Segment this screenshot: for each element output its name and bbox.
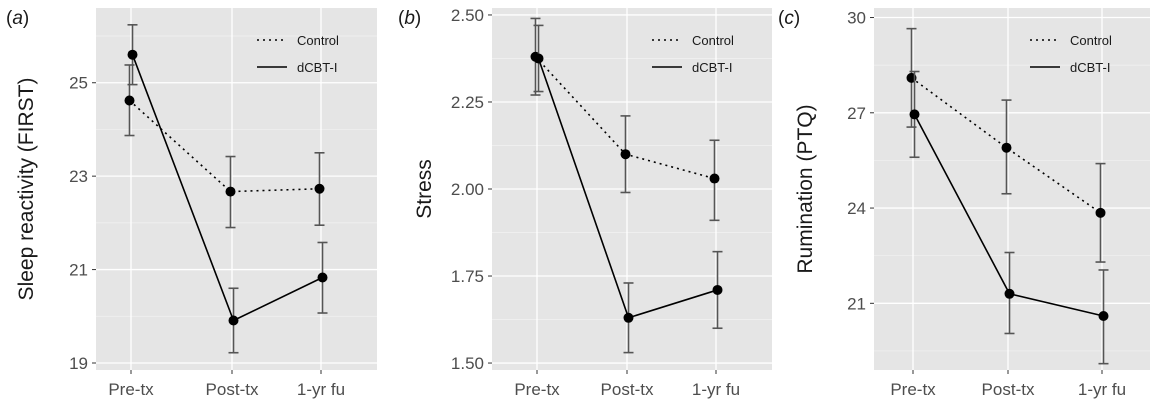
y-tick-label: 2.00 <box>451 180 484 199</box>
data-point-control <box>225 186 236 197</box>
legend-label: dCBT-I <box>692 60 732 75</box>
x-tick-label: 1-yr fu <box>692 380 740 399</box>
data-point-control <box>709 173 720 184</box>
y-tick-label: 1.75 <box>451 267 484 286</box>
data-point-dcbt-i <box>317 272 328 283</box>
legend-label: Control <box>1070 33 1112 48</box>
panel-tag: (b) <box>398 8 421 29</box>
y-tick-label: 23 <box>69 167 88 186</box>
y-axis-title: Rumination (PTQ) <box>794 104 817 273</box>
x-tick-label: 1-yr fu <box>297 380 345 399</box>
x-tick-label: Post-tx <box>206 380 259 399</box>
data-point-dcbt-i <box>1004 288 1015 299</box>
y-tick-label: 27 <box>847 104 866 123</box>
legend-label: Control <box>297 33 339 48</box>
data-point-dcbt-i <box>909 109 920 120</box>
y-tick-label: 30 <box>847 9 866 28</box>
panel-a: 19 21 23 25 Pre-tx Post-tx 1-yr fu Control dCBT-… <box>6 8 377 399</box>
data-point-dcbt-i <box>623 312 634 323</box>
data-point-control <box>620 149 631 160</box>
data-point-dcbt-i <box>1098 311 1109 322</box>
legend-label: dCBT-I <box>297 60 337 75</box>
y-tick-label: 1.50 <box>451 354 484 373</box>
data-point-control <box>1001 142 1012 153</box>
y-axis-title: Sleep reactivity (FIRST) <box>15 78 38 301</box>
x-tick-label: Post-tx <box>982 380 1035 399</box>
y-axis-title: Stress <box>413 159 436 219</box>
data-point-control <box>1095 207 1106 218</box>
y-tick-label: 2.50 <box>451 6 484 25</box>
panel-b: 1.50 1.75 2.00 2.25 2.50 Pre-tx Post-tx 1-yr fu… <box>398 6 772 399</box>
panel-c: 21 24 27 30 Pre-tx Post-tx 1-yr fu Control dCBT-… <box>778 8 1150 399</box>
legend-label: Control <box>692 33 734 48</box>
panel-tag: (a) <box>6 8 29 29</box>
y-tick-label: 25 <box>69 74 88 93</box>
data-point-control <box>314 183 325 194</box>
x-tick-label: 1-yr fu <box>1078 380 1126 399</box>
plot-background <box>96 8 377 370</box>
x-tick-label: Pre-tx <box>108 380 154 399</box>
x-tick-label: Pre-tx <box>890 380 936 399</box>
y-tick-label: 24 <box>847 199 866 218</box>
x-tick-label: Pre-tx <box>514 380 560 399</box>
y-tick-label: 19 <box>69 354 88 373</box>
data-point-dcbt-i <box>533 53 544 64</box>
data-point-dcbt-i <box>712 284 723 295</box>
x-tick-label: Post-tx <box>601 380 654 399</box>
y-tick-label: 2.25 <box>451 93 484 112</box>
legend-label: dCBT-I <box>1070 60 1110 75</box>
data-point-control <box>124 95 135 106</box>
y-tick-label: 21 <box>69 261 88 280</box>
y-tick-label: 21 <box>847 294 866 313</box>
data-point-dcbt-i <box>228 315 239 326</box>
data-point-dcbt-i <box>127 49 138 60</box>
panel-tag: (c) <box>778 8 800 29</box>
